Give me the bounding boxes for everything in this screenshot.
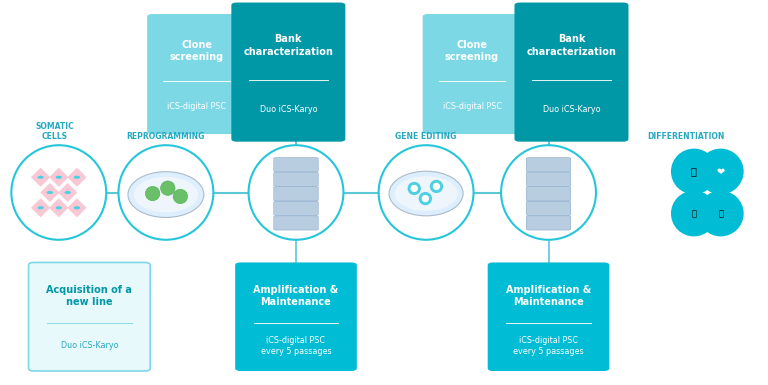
FancyBboxPatch shape [231, 3, 346, 142]
Text: 🧠: 🧠 [691, 166, 697, 176]
Text: SOMATIC
CELLS: SOMATIC CELLS [35, 122, 74, 141]
Ellipse shape [430, 180, 443, 193]
FancyBboxPatch shape [273, 201, 318, 216]
FancyBboxPatch shape [488, 263, 609, 371]
Text: Duo iCS-Karyo: Duo iCS-Karyo [543, 105, 601, 114]
Polygon shape [31, 168, 50, 187]
Text: Bank
characterization: Bank characterization [527, 34, 617, 57]
Ellipse shape [128, 172, 204, 218]
Ellipse shape [134, 177, 198, 213]
Polygon shape [58, 183, 78, 202]
Text: Acquisition of a
new line: Acquisition of a new line [46, 285, 132, 307]
FancyBboxPatch shape [235, 263, 357, 371]
FancyBboxPatch shape [526, 157, 571, 172]
Text: Clone
screening: Clone screening [445, 40, 499, 62]
Circle shape [47, 191, 53, 194]
Ellipse shape [501, 145, 596, 240]
Text: Duo iCS-Karyo: Duo iCS-Karyo [260, 105, 317, 114]
FancyBboxPatch shape [526, 172, 571, 186]
Text: 🫁: 🫁 [691, 209, 697, 218]
FancyBboxPatch shape [147, 14, 246, 134]
Ellipse shape [389, 171, 463, 216]
Text: Amplification &
Maintenance: Amplification & Maintenance [253, 285, 339, 307]
Text: ❤: ❤ [717, 166, 725, 176]
Ellipse shape [698, 149, 743, 194]
FancyBboxPatch shape [273, 216, 318, 230]
FancyBboxPatch shape [526, 187, 571, 201]
Ellipse shape [671, 149, 717, 194]
Ellipse shape [145, 186, 160, 201]
Text: iCS-digital PSC
every 5 passages: iCS-digital PSC every 5 passages [260, 336, 331, 356]
Polygon shape [49, 198, 68, 217]
Circle shape [38, 176, 44, 179]
Text: GENE EDITING: GENE EDITING [396, 132, 457, 141]
Ellipse shape [408, 182, 421, 195]
FancyBboxPatch shape [273, 157, 318, 172]
Polygon shape [49, 168, 68, 187]
Ellipse shape [118, 145, 214, 240]
FancyBboxPatch shape [28, 263, 151, 371]
Ellipse shape [419, 192, 432, 205]
Circle shape [74, 176, 80, 179]
Polygon shape [31, 198, 50, 217]
Text: REPROGRAMMING: REPROGRAMMING [127, 132, 205, 141]
Text: DIFFERENTIATION: DIFFERENTIATION [647, 132, 725, 141]
Text: iCS-digital PSC: iCS-digital PSC [167, 102, 226, 110]
Ellipse shape [12, 145, 106, 240]
FancyBboxPatch shape [526, 201, 571, 216]
Ellipse shape [379, 145, 474, 240]
Circle shape [65, 191, 71, 194]
Text: 🫀: 🫀 [718, 209, 723, 218]
Ellipse shape [698, 191, 743, 236]
Ellipse shape [422, 195, 429, 202]
Polygon shape [40, 183, 59, 202]
Text: Duo iCS-Karyo: Duo iCS-Karyo [61, 341, 118, 350]
FancyBboxPatch shape [526, 216, 571, 230]
Ellipse shape [249, 145, 343, 240]
Text: Bank
characterization: Bank characterization [243, 34, 333, 57]
Ellipse shape [411, 185, 418, 192]
FancyBboxPatch shape [273, 187, 318, 201]
Polygon shape [68, 198, 87, 217]
Text: Amplification &
Maintenance: Amplification & Maintenance [506, 285, 591, 307]
Ellipse shape [161, 181, 175, 195]
Ellipse shape [173, 189, 187, 204]
Ellipse shape [671, 191, 717, 236]
Circle shape [55, 206, 62, 209]
Text: iCS-digital PSC
every 5 passages: iCS-digital PSC every 5 passages [513, 336, 584, 356]
Ellipse shape [432, 183, 440, 190]
FancyBboxPatch shape [273, 172, 318, 186]
Text: Clone
screening: Clone screening [170, 40, 223, 62]
Text: iCS-digital PSC: iCS-digital PSC [442, 102, 502, 110]
Ellipse shape [395, 176, 458, 211]
Circle shape [55, 176, 62, 179]
Circle shape [74, 206, 80, 209]
Circle shape [38, 206, 44, 209]
FancyBboxPatch shape [422, 14, 521, 134]
FancyBboxPatch shape [515, 3, 628, 142]
Polygon shape [68, 168, 87, 187]
